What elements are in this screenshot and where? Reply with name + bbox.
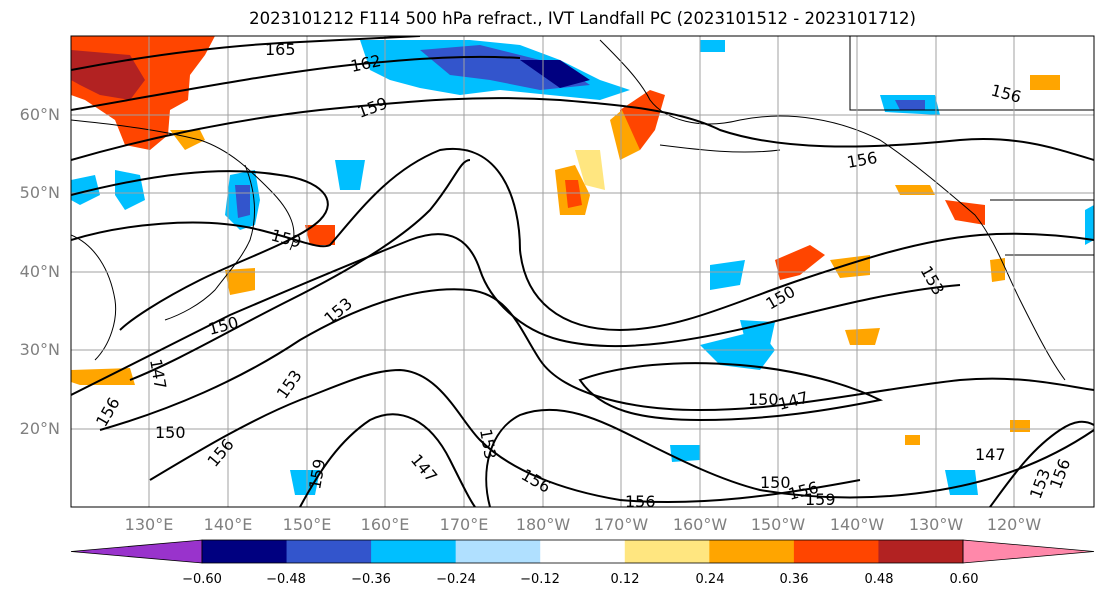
contour-label: 150	[760, 473, 791, 492]
contour-label: 150	[155, 423, 186, 442]
coastlines	[71, 36, 1094, 381]
colorbar-tick-label: −0.60	[182, 572, 222, 587]
longitude-label: 150°W	[750, 515, 806, 534]
longitude-label: 170°W	[593, 515, 649, 534]
colorbar-tick-label: −0.48	[266, 572, 306, 587]
longitude-label: 130°E	[124, 515, 174, 534]
colorbar-tick-label: 0.60	[949, 572, 979, 587]
contour-label: 156	[625, 492, 656, 511]
colorbar-tick-label: 0.48	[864, 572, 894, 587]
contour-label: 150	[748, 390, 779, 409]
colorbar-tick-label: 0.36	[779, 572, 809, 587]
colorbar-tick-label: 0.12	[610, 572, 640, 587]
chart-title: 2023101212 F114 500 hPa refract., IVT La…	[249, 9, 916, 28]
contour-label: 147	[975, 445, 1006, 464]
longitude-label: 160°W	[672, 515, 728, 534]
colorbar-tick-label: −0.12	[520, 572, 560, 587]
colorbar-tick-label: 0.24	[695, 572, 725, 587]
longitude-label: 120°W	[986, 515, 1042, 534]
graticule	[71, 36, 1094, 507]
longitude-label: 130°W	[908, 515, 964, 534]
refractivity-contours	[71, 36, 1094, 507]
latitude-label: 50°N	[19, 183, 60, 202]
longitude-label: 140°E	[203, 515, 253, 534]
colorbar-tick-label: −0.24	[436, 572, 476, 587]
latitude-label: 20°N	[19, 419, 60, 438]
latitude-label: 60°N	[19, 105, 60, 124]
longitude-label: 160°E	[360, 515, 410, 534]
longitude-label: 150°E	[282, 515, 332, 534]
contour-label: 159	[805, 490, 836, 509]
latitude-label: 30°N	[19, 340, 60, 359]
latitude-label: 40°N	[19, 262, 60, 281]
map-frame	[70, 35, 1095, 508]
longitude-label: 140°W	[829, 515, 885, 534]
contour-label: 165	[265, 40, 296, 59]
longitude-label: 180°W	[515, 515, 571, 534]
colorbar-tick-label: −0.36	[351, 572, 391, 587]
longitude-label: 170°E	[439, 515, 489, 534]
